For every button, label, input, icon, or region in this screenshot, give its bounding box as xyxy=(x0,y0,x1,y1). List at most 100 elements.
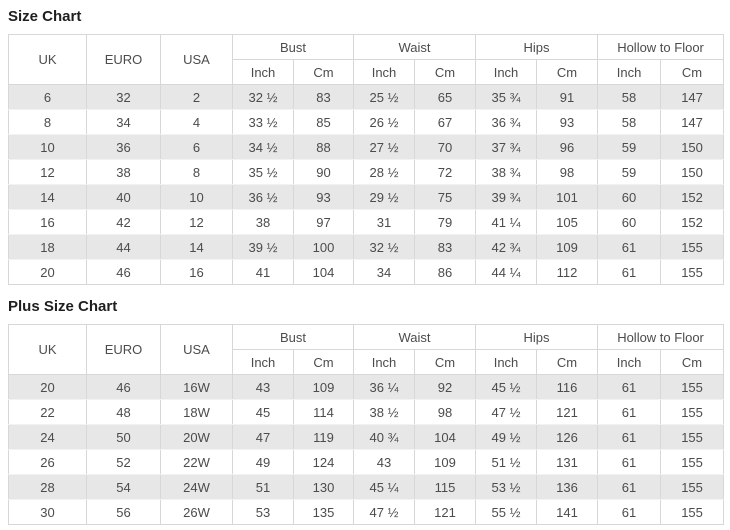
table-row: 18 44 14 39 ½ 100 32 ½ 83 42 ¾ 109 61 155 xyxy=(8,234,725,260)
table-cell: 136 xyxy=(536,474,599,500)
table-cell: 147 xyxy=(660,109,725,135)
table-cell: 36 ½ xyxy=(232,184,294,210)
table-cell: 2 xyxy=(160,84,233,110)
table-cell: 45 ½ xyxy=(475,374,538,400)
table-cell: 30 xyxy=(8,499,87,525)
table-row: 30 56 26W 53 135 47 ½ 121 55 ½ 141 61 155 xyxy=(8,499,725,525)
table-row: 20 46 16 41 104 34 86 44 ¼ 112 61 155 xyxy=(8,259,725,285)
header-unit-hips-cm: Cm xyxy=(536,349,599,375)
table-cell: 48 xyxy=(86,399,161,425)
table-cell: 72 xyxy=(414,159,477,185)
header-row-groups: UK EURO USA Bust Waist Hips Hollow to Floor xyxy=(8,324,725,375)
table-cell: 88 xyxy=(292,134,355,160)
table-cell: 135 xyxy=(292,499,355,525)
table-cell: 61 xyxy=(597,424,662,450)
table-cell: 28 ½ xyxy=(353,159,416,185)
table-cell: 14 xyxy=(160,234,233,260)
table-cell: 40 ¾ xyxy=(353,424,416,450)
header-cell-uk: UK xyxy=(8,324,87,375)
table-cell: 91 xyxy=(536,84,599,110)
table-cell: 36 ¾ xyxy=(475,109,538,135)
table-cell: 51 xyxy=(232,474,294,500)
table-cell: 16 xyxy=(8,209,87,235)
table-cell: 47 ½ xyxy=(353,499,416,525)
header-group-hollow-to-floor: Hollow to Floor xyxy=(597,324,725,350)
table-cell: 60 xyxy=(597,209,662,235)
table-cell: 121 xyxy=(536,399,599,425)
table-cell: 49 xyxy=(232,449,294,475)
table-cell: 119 xyxy=(292,424,355,450)
header-group-waist: Waist xyxy=(353,324,477,350)
table-cell: 18W xyxy=(160,399,233,425)
table-cell: 10 xyxy=(8,134,87,160)
table-cell: 16 xyxy=(160,259,233,285)
header-unit-bust-inch: Inch xyxy=(232,59,294,85)
table-cell: 155 xyxy=(660,449,725,475)
size-chart-title: Size Chart xyxy=(8,8,82,25)
table-cell: 53 xyxy=(232,499,294,525)
table-cell: 109 xyxy=(414,449,477,475)
table-cell: 93 xyxy=(536,109,599,135)
table-cell: 49 ½ xyxy=(475,424,538,450)
header-unit-waist-inch: Inch xyxy=(353,349,416,375)
table-cell: 150 xyxy=(660,134,725,160)
table-cell: 100 xyxy=(292,234,355,260)
table-row: 24 50 20W 47 119 40 ¾ 104 49 ½ 126 61 155 xyxy=(8,424,725,450)
table-cell: 46 xyxy=(86,259,161,285)
table-cell: 61 xyxy=(597,399,662,425)
table-cell: 60 xyxy=(597,184,662,210)
table-cell: 34 xyxy=(86,109,161,135)
table-cell: 96 xyxy=(536,134,599,160)
table-cell: 36 ¼ xyxy=(353,374,416,400)
table-cell: 61 xyxy=(597,259,662,285)
table-cell: 147 xyxy=(660,84,725,110)
table-cell: 6 xyxy=(160,134,233,160)
table-cell: 32 xyxy=(86,84,161,110)
table-cell: 51 ½ xyxy=(475,449,538,475)
table-cell: 105 xyxy=(536,209,599,235)
table-cell: 150 xyxy=(660,159,725,185)
table-cell: 50 xyxy=(86,424,161,450)
table-cell: 20 xyxy=(8,374,87,400)
table-cell: 22 xyxy=(8,399,87,425)
table-row: 28 54 24W 51 130 45 ¼ 115 53 ½ 136 61 155 xyxy=(8,474,725,500)
table-cell: 44 xyxy=(86,234,161,260)
table-cell: 26 xyxy=(8,449,87,475)
table-cell: 58 xyxy=(597,109,662,135)
table-cell: 70 xyxy=(414,134,477,160)
table-cell: 61 xyxy=(597,234,662,260)
table-cell: 115 xyxy=(414,474,477,500)
table-cell: 59 xyxy=(597,159,662,185)
header-cell-usa: USA xyxy=(160,34,233,85)
table-cell: 75 xyxy=(414,184,477,210)
table-cell: 130 xyxy=(292,474,355,500)
table-row: 22 48 18W 45 114 38 ½ 98 47 ½ 121 61 155 xyxy=(8,399,725,425)
table-cell: 54 xyxy=(86,474,161,500)
header-unit-hollow-to-floor-cm: Cm xyxy=(660,59,725,85)
table-cell: 43 xyxy=(353,449,416,475)
table-cell: 40 xyxy=(86,184,161,210)
table-cell: 44 ¼ xyxy=(475,259,538,285)
header-unit-hollow-to-floor-inch: Inch xyxy=(597,59,662,85)
table-cell: 61 xyxy=(597,499,662,525)
table-cell: 90 xyxy=(292,159,355,185)
table-cell: 24 xyxy=(8,424,87,450)
table-cell: 45 xyxy=(232,399,294,425)
table-cell: 101 xyxy=(536,184,599,210)
header-group-hollow-to-floor: Hollow to Floor xyxy=(597,34,725,60)
table-cell: 24W xyxy=(160,474,233,500)
table-cell: 34 ½ xyxy=(232,134,294,160)
table-cell: 155 xyxy=(660,474,725,500)
table-cell: 36 xyxy=(86,134,161,160)
table-cell: 20W xyxy=(160,424,233,450)
header-group-hips: Hips xyxy=(475,324,599,350)
table-cell: 152 xyxy=(660,209,725,235)
table-cell: 12 xyxy=(160,209,233,235)
table-cell: 35 ¾ xyxy=(475,84,538,110)
header-unit-hollow-to-floor-cm: Cm xyxy=(660,349,725,375)
table-cell: 109 xyxy=(292,374,355,400)
header-unit-hollow-to-floor-inch: Inch xyxy=(597,349,662,375)
table-row: 26 52 22W 49 124 43 109 51 ½ 131 61 155 xyxy=(8,449,725,475)
plus-size-chart-title: Plus Size Chart xyxy=(8,298,118,315)
